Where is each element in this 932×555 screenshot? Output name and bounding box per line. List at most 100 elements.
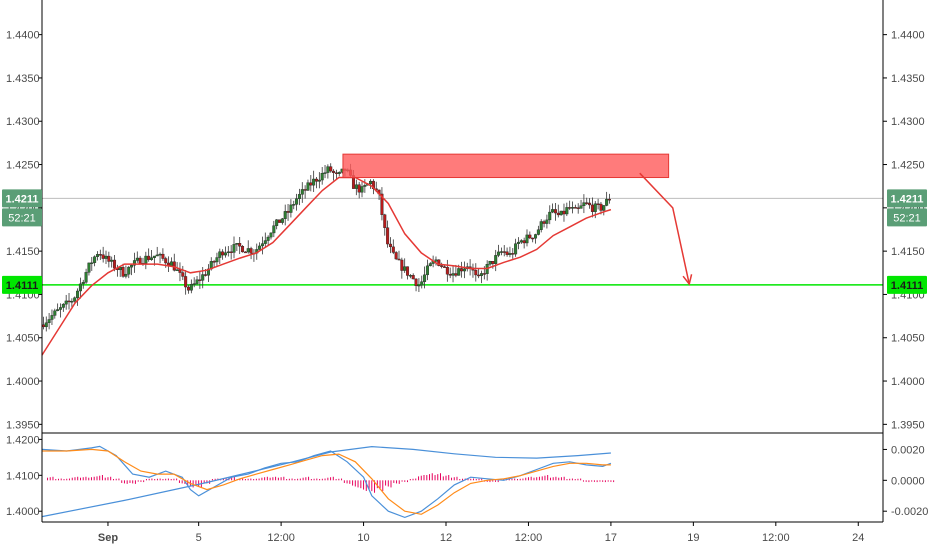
candle[interactable] [300,182,304,203]
candle[interactable] [462,261,466,279]
candle[interactable] [519,239,523,244]
candle[interactable] [380,187,384,221]
candle[interactable] [516,237,520,250]
candle[interactable] [135,251,139,263]
candle[interactable] [235,243,239,251]
candle[interactable] [536,225,540,236]
candle[interactable] [562,203,566,222]
candle[interactable] [312,170,316,192]
candle[interactable] [329,163,333,173]
candle[interactable] [258,242,262,250]
candle[interactable] [67,293,71,310]
candle[interactable] [58,303,62,318]
candle[interactable] [494,249,498,272]
candle[interactable] [414,278,418,292]
candle[interactable] [297,188,301,206]
candle[interactable] [573,204,577,209]
candle[interactable] [263,232,267,249]
candle[interactable] [522,237,526,249]
candle[interactable] [400,257,404,279]
candle[interactable] [528,231,532,240]
candle[interactable] [437,259,441,267]
candle[interactable] [275,219,279,230]
candle[interactable] [337,171,341,177]
candle[interactable] [127,265,131,279]
candle[interactable] [158,252,162,264]
candle[interactable] [514,238,518,257]
candle[interactable] [44,316,48,332]
candle[interactable] [388,237,392,254]
candle[interactable] [144,251,148,270]
candle[interactable] [357,181,361,199]
candle[interactable] [386,220,390,248]
candle[interactable] [491,260,495,269]
candle[interactable] [571,201,575,214]
projection-arrow[interactable] [639,172,693,286]
candle[interactable] [502,245,506,257]
candle[interactable] [110,256,114,268]
candle[interactable] [323,165,327,179]
candle[interactable] [98,249,102,261]
candle[interactable] [87,262,91,276]
candle[interactable] [354,179,358,196]
candle[interactable] [104,250,108,265]
candle[interactable] [397,250,401,261]
candle[interactable] [539,219,543,233]
candle[interactable] [189,279,193,294]
candle[interactable] [394,251,398,261]
candle[interactable] [272,220,276,238]
candle[interactable] [423,266,427,289]
candle[interactable] [303,185,307,199]
candle[interactable] [186,284,190,294]
candle[interactable] [218,248,222,265]
candle[interactable] [232,236,236,259]
candle[interactable] [460,261,464,278]
candle[interactable] [477,268,481,279]
candle[interactable] [605,191,609,207]
candle[interactable] [243,251,247,254]
candle[interactable] [508,246,512,258]
candle[interactable] [184,270,188,295]
candle[interactable] [454,264,458,278]
candle[interactable] [411,273,415,280]
candle[interactable] [360,181,364,198]
candle[interactable] [334,169,338,180]
candle[interactable] [249,246,253,260]
candle[interactable] [317,172,321,189]
candle[interactable] [497,244,501,258]
candle[interactable] [78,277,82,299]
candle[interactable] [332,169,336,181]
candle[interactable] [542,219,546,228]
candle[interactable] [428,262,432,267]
candle[interactable] [556,204,560,218]
candle[interactable] [579,199,583,209]
candle[interactable] [576,203,580,214]
candle[interactable] [95,251,99,261]
candle[interactable] [596,198,600,210]
candle[interactable] [130,264,134,276]
candle[interactable] [420,275,424,289]
candle[interactable] [81,279,85,289]
candle[interactable] [559,210,563,216]
candle[interactable] [278,219,282,223]
candle[interactable] [241,245,245,253]
candle[interactable] [53,308,57,319]
candle[interactable] [178,262,182,282]
candle[interactable] [283,204,287,226]
candle[interactable] [61,303,65,312]
candle[interactable] [565,202,569,217]
candle[interactable] [607,193,611,204]
candle[interactable] [181,265,185,281]
candle[interactable] [585,197,589,205]
candle[interactable] [511,248,515,259]
candlestick-series[interactable] [41,163,611,332]
candle[interactable] [531,237,535,243]
candle[interactable] [221,249,225,260]
candle[interactable] [383,213,387,236]
candle[interactable] [175,262,179,271]
candle[interactable] [451,265,455,283]
candle[interactable] [434,256,438,266]
candle[interactable] [417,278,421,293]
